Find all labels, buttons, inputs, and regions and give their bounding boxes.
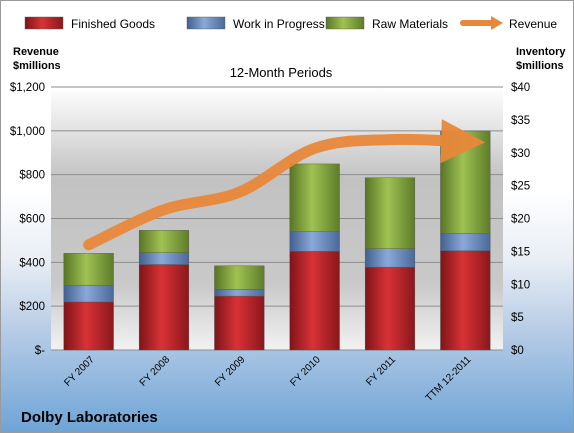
right-tick-label: $5 [511,312,524,324]
left-tick-label: $600 [19,214,45,226]
x-tick-label: TTM 12-2011 [424,354,474,404]
left-axis-label-line1: Revenue [13,46,59,58]
legend-swatch [325,16,365,30]
left-tick-label: $800 [19,170,45,182]
bar-work-in-progress [63,285,114,303]
legend-item-work-in-progress: Work in Progress [186,16,325,31]
left-tick-label: $1,200 [10,82,45,94]
legend: Finished Goods Work in Progress Raw Materi… [24,16,557,31]
right-tick-label: $25 [511,181,530,193]
right-tick-label: $0 [511,345,524,357]
chart-title: 12-Month Periods [230,65,333,80]
legend-swatch [24,16,64,30]
left-tick-label: $400 [19,257,45,269]
left-tick-label: $1,000 [10,126,45,138]
bar-finished-goods [440,250,491,351]
right-tick-label: $40 [511,82,530,94]
legend-item-raw-materials: Raw Materials [325,16,448,31]
bar-finished-goods [364,266,416,351]
company-caption: Dolby Laboratories [21,409,158,426]
bar-work-in-progress [364,248,416,268]
right-axis-ticks: $0 $5 $10 $15 $20 $25 $30 $35 $40 [511,82,530,357]
bar-raw-materials [63,253,114,286]
right-tick-label: $10 [511,279,530,291]
left-tick-label: $- [35,345,45,357]
right-axis-label-line2: $millions [516,60,564,72]
bar-raw-materials [364,177,416,249]
right-axis-label-line1: Inventory [516,46,566,58]
bar-work-in-progress [289,231,340,252]
bar-finished-goods [214,295,265,351]
legend-item-revenue: Revenue [460,16,557,31]
bar-finished-goods [63,301,114,351]
legend-label: Revenue [509,17,557,31]
legend-arrow [491,16,503,30]
bar-raw-materials [214,265,265,290]
bar-work-in-progress [440,233,491,251]
x-tick-label: FY 2011 [364,354,398,388]
right-tick-label: $15 [511,246,530,258]
bar-work-in-progress [138,252,190,265]
bar-raw-materials [289,163,340,232]
bar-work-in-progress [214,289,265,297]
legend-label: Finished Goods [71,17,155,31]
x-tick-label: FY 2010 [288,354,323,389]
left-axis-label-line2: $millions [13,60,61,72]
revenue-line [83,119,486,251]
right-tick-label: $30 [511,148,530,160]
x-tick-label: FY 2008 [138,354,173,389]
x-tick-label: FY 2007 [62,354,97,389]
x-axis-ticks: FY 2007 FY 2008 FY 2009 FY 2010 FY 2011 TTM 1… [62,354,473,404]
legend-item-finished-goods: Finished Goods [24,16,155,31]
legend-swatch [186,16,226,30]
legend-label: Raw Materials [372,17,448,31]
bars [63,130,491,351]
revenue-line-layer [83,119,486,251]
x-tick-label: FY 2009 [213,354,248,389]
bar-finished-goods [289,251,340,351]
right-tick-label: $20 [511,214,530,226]
legend-label: Work in Progress [233,17,325,31]
left-axis-ticks: $- $200 $400 $600 $800 $1,000 $1,200 [10,82,45,357]
left-tick-label: $200 [19,301,45,313]
bar-finished-goods [138,264,190,351]
bar-raw-materials [138,230,190,253]
right-tick-label: $35 [511,115,530,127]
